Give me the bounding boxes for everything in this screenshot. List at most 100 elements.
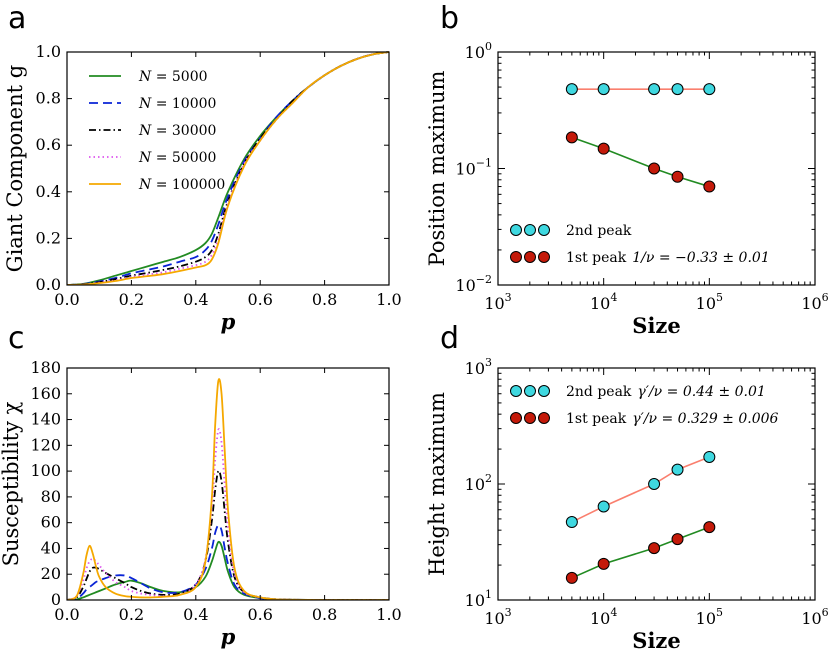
panel-c-y-axis-label: Susceptibility χ (0, 401, 23, 566)
y-tick-label: 1.0 (36, 42, 61, 61)
data-point (703, 83, 716, 96)
data-point (597, 142, 610, 155)
panel-b-x-axis-label: Size (632, 313, 680, 338)
panel-b-y-axis-label: Position maximum (425, 71, 449, 267)
legend-entry-label: N = 5000 (138, 69, 208, 85)
data-point (648, 542, 661, 555)
legend-entry-label: N = 50000 (138, 150, 216, 166)
y-tick-label: 60 (41, 513, 61, 532)
x-tick-label: 0.2 (119, 605, 144, 624)
panel-d-y-axis-label: Height maximum (425, 392, 449, 576)
panel-d-x-axis-label: Size (632, 628, 680, 653)
x-tick-label: 0.4 (183, 605, 208, 624)
x-tick-label: 0.6 (247, 290, 272, 309)
series-line-30000 (67, 51, 389, 285)
panel-c-x-axis-label: p (221, 624, 236, 649)
data-point (671, 83, 684, 96)
y-tick-label: 0.2 (36, 228, 61, 247)
legend-marker (524, 412, 536, 424)
y-tick-label: 180 (30, 358, 61, 377)
legend-entry-label: 2nd peak γ′/ν = 0.44 ± 0.01 (566, 384, 766, 400)
y-tick-label: 160 (30, 384, 61, 403)
x-tick-label: 105 (696, 606, 723, 628)
x-tick-label: 1.0 (376, 605, 401, 624)
y-tick-label: 0.8 (36, 89, 61, 108)
y-tick-label: 40 (41, 538, 61, 557)
x-tick-label: 0.0 (54, 605, 79, 624)
legend-entry-label: N = 10000 (138, 96, 216, 112)
legend-marker (510, 412, 522, 424)
x-tick-label: 104 (590, 291, 617, 313)
data-point (597, 500, 610, 513)
panel-letter-a: a (8, 1, 26, 36)
fit-line (571, 456, 710, 523)
x-tick-label: 106 (801, 291, 828, 313)
x-tick-label: 0.6 (247, 605, 272, 624)
y-tick-label: 102 (465, 472, 492, 494)
data-point (703, 180, 716, 193)
y-tick-label: 101 (465, 588, 492, 610)
panel-a-y-axis-label: Giant Component g (3, 65, 27, 272)
x-tick-label: 1.0 (376, 290, 401, 309)
series-line-5000 (67, 51, 389, 285)
series-line-5000 (67, 540, 389, 600)
data-point (703, 521, 716, 534)
data-point (671, 463, 684, 476)
y-tick-label: 0.4 (36, 182, 61, 201)
data-point (565, 571, 578, 584)
legend-marker (538, 412, 550, 424)
series-line-100000 (67, 378, 389, 600)
series-line-10000 (67, 524, 389, 600)
series-line-50000 (67, 51, 389, 285)
fit-line (571, 526, 710, 579)
legend-marker (510, 251, 522, 263)
x-tick-label: 0.2 (119, 290, 144, 309)
legend-marker (524, 385, 536, 397)
plot-frame (66, 51, 390, 286)
data-point (648, 83, 661, 96)
data-point (671, 533, 684, 546)
series-line-100000 (67, 51, 389, 285)
legend-entry-label: 2nd peak (566, 223, 632, 239)
legend-entry-label: 1st peak 1/ν = −0.33 ± 0.01 (566, 250, 770, 266)
x-tick-label: 0.8 (312, 290, 337, 309)
y-tick-label: 0.0 (36, 275, 61, 294)
panel-a-giant-component: 0.0 0.2 0.4 0.6 0.8 1.0 0.0 0.2 0.4 0.6 0.8 1.0 p Gia… (3, 42, 402, 334)
legend-entry-label: 1st peak γ′/ν = 0.329 ± 0.006 (566, 411, 779, 427)
legend-marker (538, 385, 550, 397)
panel-c-susceptibility: 0.0 0.2 0.4 0.6 0.8 1.0 0 20 40 60 80 100 120 140 160 1… (0, 358, 402, 649)
x-tick-label: 105 (696, 291, 723, 313)
x-tick-label: 0.8 (312, 605, 337, 624)
fit-line (571, 136, 710, 188)
y-tick-label: 100 (30, 461, 61, 480)
data-point (597, 83, 610, 96)
panel-letter-b: b (440, 1, 459, 36)
plot-frame (66, 367, 390, 601)
legend-marker (538, 251, 550, 263)
legend-entry-label: N = 100000 (138, 177, 225, 193)
y-tick-label: 0 (51, 590, 61, 609)
data-point (648, 478, 661, 490)
data-point (597, 557, 610, 570)
panel-letter-d: d (440, 321, 459, 356)
y-tick-label: 10−1 (455, 157, 492, 179)
series-line-10000 (67, 51, 389, 285)
data-point (671, 170, 684, 183)
data-point (565, 131, 578, 144)
legend-marker (510, 224, 522, 236)
panel-letter-c: c (8, 321, 25, 356)
y-tick-label: 100 (465, 40, 492, 62)
legend-entry-label: N = 30000 (138, 123, 216, 139)
y-tick-label: 140 (30, 410, 61, 429)
y-tick-label: 103 (465, 356, 492, 378)
data-point (703, 450, 716, 463)
legend-marker (524, 224, 536, 236)
data-point (565, 516, 578, 529)
legend-marker (538, 224, 550, 236)
y-tick-label: 120 (30, 435, 61, 454)
x-tick-label: 0.4 (183, 290, 208, 309)
panel-b-position-maximum: 103 104 105 106 100 10−1 10−2 Size Position maxi… (425, 40, 829, 338)
data-point (565, 83, 578, 96)
y-tick-label: 0.6 (36, 135, 61, 154)
